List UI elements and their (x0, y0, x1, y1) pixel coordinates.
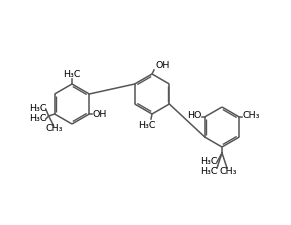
Text: OH: OH (155, 61, 169, 70)
Text: H₃C: H₃C (200, 157, 217, 166)
Text: CH₃: CH₃ (242, 111, 260, 120)
Text: H₃C: H₃C (63, 70, 81, 79)
Text: H₃C: H₃C (29, 104, 46, 113)
Text: H₃C: H₃C (29, 114, 46, 123)
Text: OH: OH (92, 110, 107, 119)
Text: CH₃: CH₃ (46, 124, 63, 133)
Text: H₃C: H₃C (138, 120, 156, 129)
Text: CH₃: CH₃ (219, 167, 237, 176)
Text: HO: HO (187, 111, 202, 120)
Text: H₃C: H₃C (200, 167, 217, 176)
